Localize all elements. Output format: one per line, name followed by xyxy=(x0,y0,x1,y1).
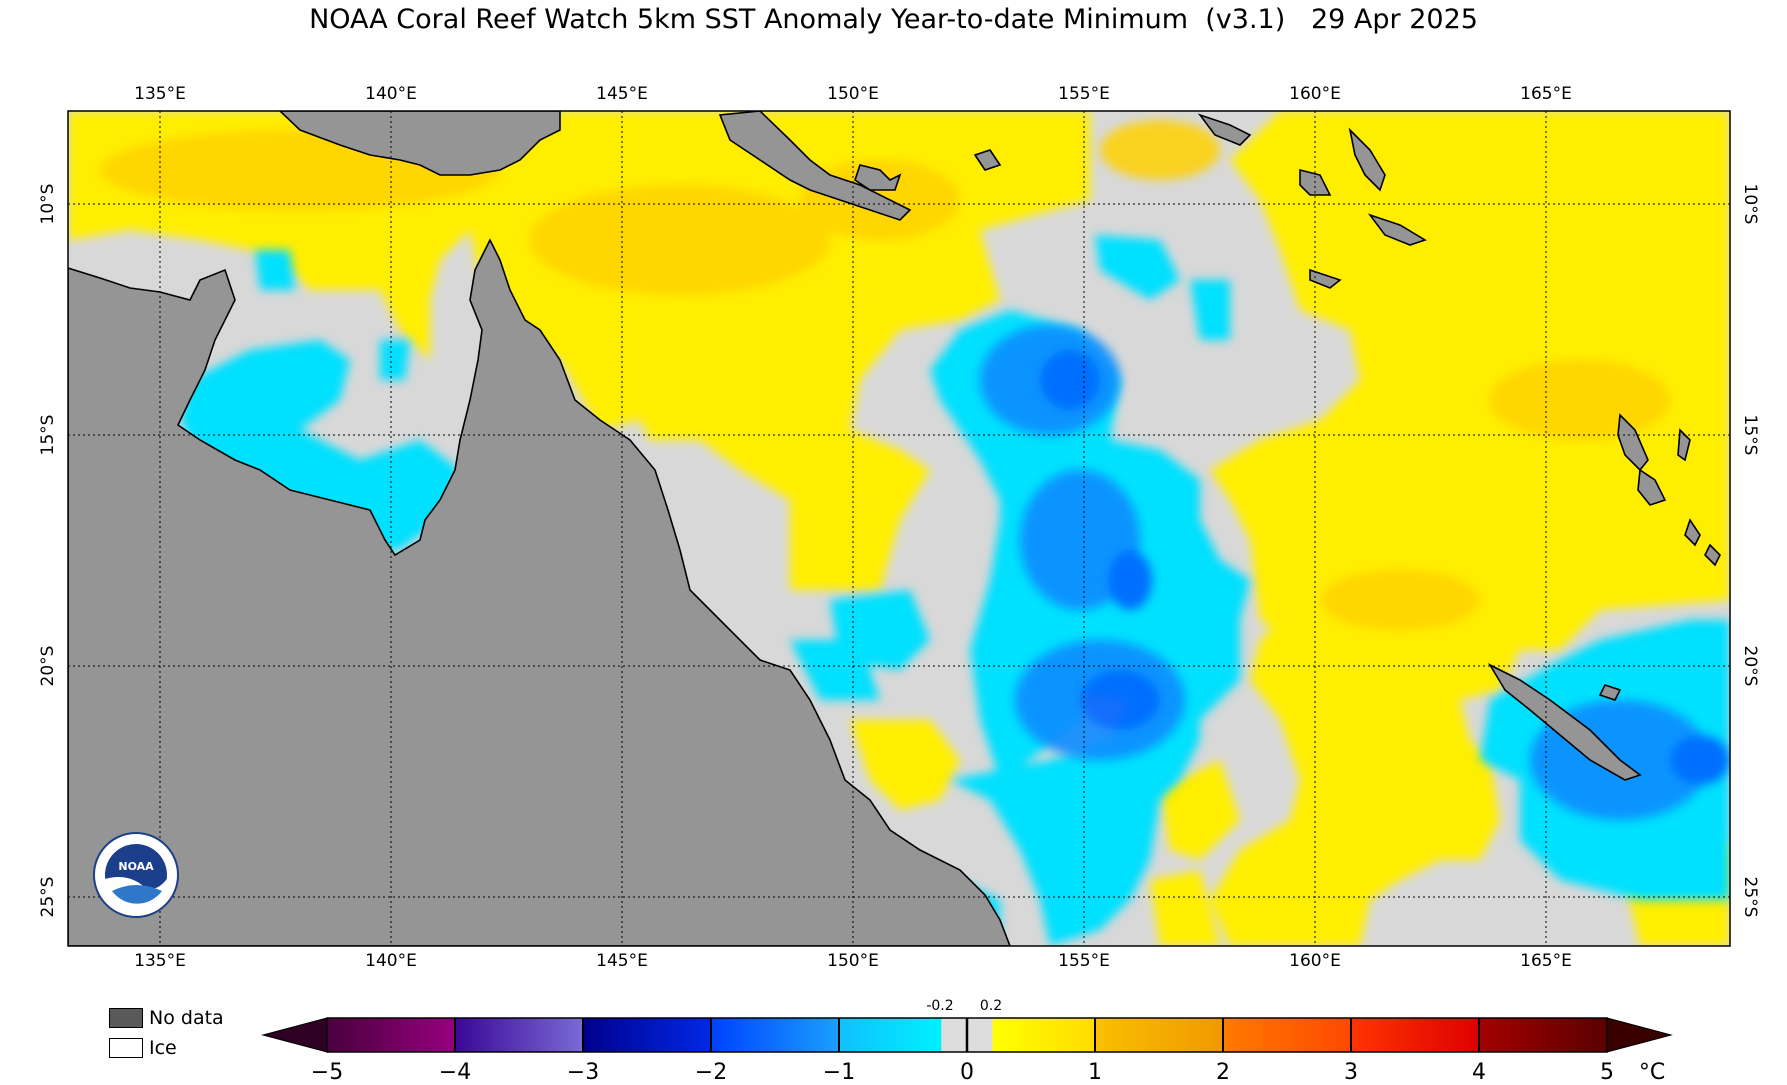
lon-label: 155°E xyxy=(1058,951,1110,971)
colorbar-unit: °C xyxy=(1639,1060,1665,1085)
colorbar-tick: 4 xyxy=(1472,1060,1486,1085)
colorbar-tick: −1 xyxy=(823,1060,855,1085)
colorbar-segment xyxy=(1351,1018,1479,1052)
colorbar-high-arrow xyxy=(1606,1017,1673,1053)
colorbar xyxy=(261,1017,1673,1053)
colorbar-tick: −5 xyxy=(311,1060,343,1085)
lat-label: 20°S xyxy=(1740,646,1760,687)
colorbar-tick: 3 xyxy=(1344,1060,1358,1085)
logo-text: NOAA xyxy=(118,860,154,873)
lon-label: 140°E xyxy=(365,84,417,104)
colorbar-tick: 5 xyxy=(1600,1060,1614,1085)
colorbar-low-arrow xyxy=(261,1017,328,1053)
lon-label: 145°E xyxy=(596,951,648,971)
colorbar-segment xyxy=(455,1018,583,1052)
lon-label: 150°E xyxy=(827,84,879,104)
legend-no-data: No data xyxy=(109,1007,224,1029)
colorbar-tick: −3 xyxy=(567,1060,599,1085)
lon-label: 160°E xyxy=(1289,951,1341,971)
vanuatu-3 xyxy=(1677,428,1691,462)
lon-label: 165°E xyxy=(1520,84,1572,104)
colorbar-segment xyxy=(1479,1018,1607,1052)
vanuatu-4 xyxy=(1684,518,1701,547)
colorbar-tick-labels: −5 −4 −3 −2 −1 0 1 2 3 4 5 -0.2 0.2 °C xyxy=(311,998,1665,1085)
lat-labels-right: 10°S 15°S 20°S 25°S xyxy=(1740,184,1760,918)
vanuatu-2 xyxy=(1637,468,1667,506)
lat-label: 15°S xyxy=(1740,415,1760,456)
lon-label: 135°E xyxy=(134,951,186,971)
solomon-4 xyxy=(1367,213,1427,246)
lat-label: 25°S xyxy=(1740,877,1760,918)
lat-label: 15°S xyxy=(38,415,58,456)
map-area[interactable] xyxy=(68,111,1730,946)
colorbar-small-tick: 0.2 xyxy=(980,998,1002,1014)
lon-label: 145°E xyxy=(596,84,648,104)
solomon-3 xyxy=(1348,127,1386,192)
colorbar-tick: 1 xyxy=(1088,1060,1102,1085)
lat-label: 10°S xyxy=(38,184,58,225)
colorbar-tick: −2 xyxy=(695,1060,727,1085)
colorbar-tick: 0 xyxy=(960,1060,974,1085)
map-title: NOAA Coral Reef Watch 5km SST Anomaly Ye… xyxy=(309,4,1478,35)
bougainville xyxy=(973,149,1002,171)
ice-swatch xyxy=(109,1038,143,1058)
no-data-label: No data xyxy=(149,1007,224,1029)
lon-labels-bottom: 135°E 140°E 145°E 150°E 155°E 160°E 165°… xyxy=(134,951,1572,971)
new-britain xyxy=(854,164,902,191)
noaa-logo: NOAA xyxy=(93,832,179,918)
colorbar-segment xyxy=(327,1018,455,1052)
colorbar-segment xyxy=(1095,1018,1223,1052)
colorbar-segment xyxy=(583,1018,711,1052)
papua-new-guinea xyxy=(718,111,912,221)
new-caledonia xyxy=(1487,663,1642,781)
lon-label: 150°E xyxy=(827,951,879,971)
graticule xyxy=(68,111,1730,946)
colorbar-tick: −4 xyxy=(439,1060,471,1085)
solomon-5 xyxy=(1309,268,1342,289)
colorbar-segment xyxy=(992,1018,1095,1052)
australia-mainland xyxy=(68,238,1011,946)
colorbar-segment xyxy=(1223,1018,1351,1052)
lat-label: 10°S xyxy=(1740,184,1760,225)
lon-label: 135°E xyxy=(134,84,186,104)
lon-label: 140°E xyxy=(365,951,417,971)
lat-labels-left: 10°S 15°S 20°S 25°S xyxy=(38,184,58,918)
colorbar-tick: 2 xyxy=(1216,1060,1230,1085)
new-guinea xyxy=(278,111,561,176)
lon-label: 155°E xyxy=(1058,84,1110,104)
lon-labels-top: 135°E 140°E 145°E 150°E 155°E 160°E 165°… xyxy=(134,84,1572,104)
colorbar-small-tick: -0.2 xyxy=(926,998,953,1014)
colorbar-segment xyxy=(839,1018,942,1052)
legend-ice: Ice xyxy=(109,1037,177,1059)
ice-label: Ice xyxy=(149,1037,177,1059)
lon-label: 160°E xyxy=(1289,84,1341,104)
lat-label: 25°S xyxy=(38,877,58,918)
no-data-swatch xyxy=(109,1008,143,1028)
vanuatu-5 xyxy=(1704,543,1721,567)
lon-label: 165°E xyxy=(1520,951,1572,971)
loyalty-islands xyxy=(1598,684,1622,701)
map-frame xyxy=(67,110,1731,947)
land-masses xyxy=(68,111,1721,946)
solomon-1 xyxy=(1197,113,1252,146)
colorbar-segment xyxy=(711,1018,839,1052)
warm-anomaly-regions xyxy=(100,120,1670,630)
lat-label: 20°S xyxy=(38,646,58,687)
